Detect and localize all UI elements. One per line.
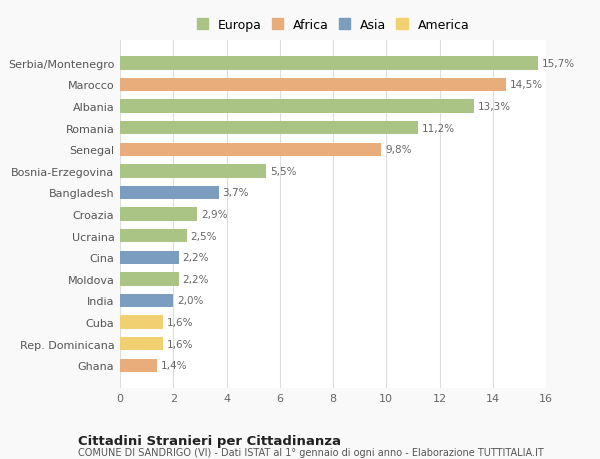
Bar <box>120 165 266 178</box>
Bar <box>120 359 157 372</box>
Bar <box>120 294 173 308</box>
Bar <box>120 230 187 243</box>
Bar <box>120 208 197 221</box>
Text: 1,6%: 1,6% <box>167 317 193 327</box>
Text: 2,5%: 2,5% <box>191 231 217 241</box>
Text: 1,4%: 1,4% <box>161 360 188 370</box>
Text: 2,0%: 2,0% <box>177 296 203 306</box>
Bar <box>120 337 163 351</box>
Bar <box>120 186 218 200</box>
Text: 2,9%: 2,9% <box>201 210 228 219</box>
Bar <box>120 78 506 92</box>
Text: 13,3%: 13,3% <box>478 102 511 112</box>
Bar <box>120 100 474 113</box>
Bar <box>120 122 418 135</box>
Text: Cittadini Stranieri per Cittadinanza: Cittadini Stranieri per Cittadinanza <box>78 434 341 447</box>
Bar <box>120 57 538 70</box>
Text: 3,7%: 3,7% <box>223 188 249 198</box>
Text: 1,6%: 1,6% <box>167 339 193 349</box>
Text: 14,5%: 14,5% <box>510 80 543 90</box>
Text: 11,2%: 11,2% <box>422 123 455 134</box>
Bar <box>120 143 381 157</box>
Legend: Europa, Africa, Asia, America: Europa, Africa, Asia, America <box>197 19 469 32</box>
Text: 5,5%: 5,5% <box>271 167 297 176</box>
Text: COMUNE DI SANDRIGO (VI) - Dati ISTAT al 1° gennaio di ogni anno - Elaborazione T: COMUNE DI SANDRIGO (VI) - Dati ISTAT al … <box>78 448 544 458</box>
Text: 2,2%: 2,2% <box>182 274 209 284</box>
Text: 9,8%: 9,8% <box>385 145 412 155</box>
Bar <box>120 251 179 264</box>
Bar <box>120 273 179 286</box>
Text: 2,2%: 2,2% <box>182 253 209 263</box>
Text: 15,7%: 15,7% <box>542 59 575 69</box>
Bar <box>120 316 163 329</box>
